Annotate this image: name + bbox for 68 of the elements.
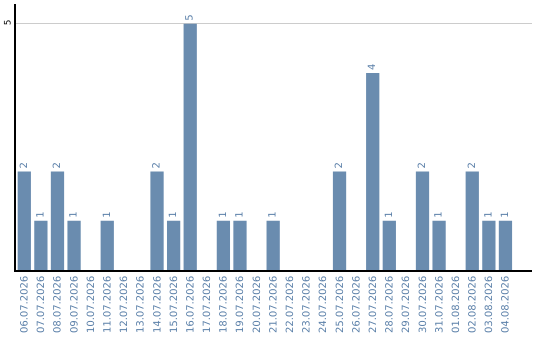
data-label: 1 [102, 211, 113, 218]
bar [482, 220, 496, 270]
data-label: 1 [35, 211, 46, 218]
x-tick-label: 28.07.2026 [384, 276, 396, 334]
data-label: 2 [416, 162, 428, 168]
bar [498, 220, 512, 270]
x-tick-label: 12.07.2026 [119, 276, 130, 334]
x-tick-label: 23.07.2026 [302, 276, 313, 334]
x-tick-label: 30.07.2026 [418, 276, 429, 334]
bar [216, 220, 230, 270]
x-tick-label: 29.07.2026 [401, 276, 412, 334]
bar [18, 171, 31, 270]
x-tick-label: 15.07.2026 [168, 276, 180, 334]
x-tick-label: 25.07.2026 [334, 276, 346, 334]
bar [332, 171, 346, 270]
x-tick-label: 31.07.2026 [434, 276, 446, 334]
x-tick-label: 13.07.2026 [136, 276, 147, 334]
x-tick-label: 19.07.2026 [235, 276, 246, 334]
bar [100, 220, 114, 270]
bar [34, 220, 48, 270]
x-tick-label: 07.07.2026 [36, 276, 48, 334]
data-label: 2 [18, 162, 30, 168]
data-label: 1 [68, 211, 80, 218]
x-tick-label: 09.07.2026 [69, 276, 80, 334]
x-tick-label: 22.07.2026 [285, 276, 296, 334]
x-tick-label: 02.08.2026 [468, 276, 479, 334]
x-tick-label: 20.07.2026 [252, 276, 263, 334]
x-tick-label: 24.07.2026 [318, 276, 330, 334]
x-tick-label: 08.07.2026 [52, 276, 64, 334]
data-label: 1 [384, 211, 395, 218]
bar [266, 220, 280, 270]
bar [233, 220, 247, 270]
data-label: 1 [234, 211, 246, 218]
bar [382, 220, 396, 270]
data-label: 4 [367, 64, 378, 70]
data-label: 1 [434, 211, 445, 218]
data-label: 1 [500, 211, 511, 218]
x-tick-label: 11.07.2026 [102, 276, 114, 334]
data-label: 2 [466, 162, 478, 168]
bar [366, 72, 380, 270]
data-label: 1 [483, 211, 494, 218]
x-tick-label: 17.07.2026 [202, 276, 214, 334]
x-tick-label: 21.07.2026 [268, 276, 280, 334]
data-label: 1 [218, 211, 229, 218]
x-tick-label: 04.08.2026 [500, 276, 512, 334]
bar [184, 24, 197, 270]
bar [150, 171, 164, 270]
x-tick-label: 14.07.2026 [152, 276, 164, 334]
x-tick-label: 03.08.2026 [484, 276, 496, 334]
x-tick-label: 06.07.2026 [20, 276, 31, 334]
bar [466, 171, 479, 270]
x-tick-label: 10.07.2026 [86, 276, 97, 334]
data-label: 1 [168, 211, 180, 218]
bar [50, 171, 64, 270]
data-label: 1 [268, 211, 279, 218]
data-label: 2 [52, 162, 63, 168]
bar [432, 220, 446, 270]
x-tick-label: 01.08.2026 [450, 276, 462, 334]
data-label: 2 [334, 162, 346, 168]
data-label: 5 [184, 14, 196, 21]
x-tick-label: 27.07.2026 [368, 276, 379, 334]
x-tick-label: 26.07.2026 [351, 276, 362, 334]
x-tick-label: 16.07.2026 [185, 276, 196, 334]
bar [166, 220, 180, 270]
x-tick-label: 18.07.2026 [218, 276, 230, 334]
data-label: 2 [152, 162, 163, 168]
bar [67, 220, 81, 270]
bar [416, 171, 430, 270]
